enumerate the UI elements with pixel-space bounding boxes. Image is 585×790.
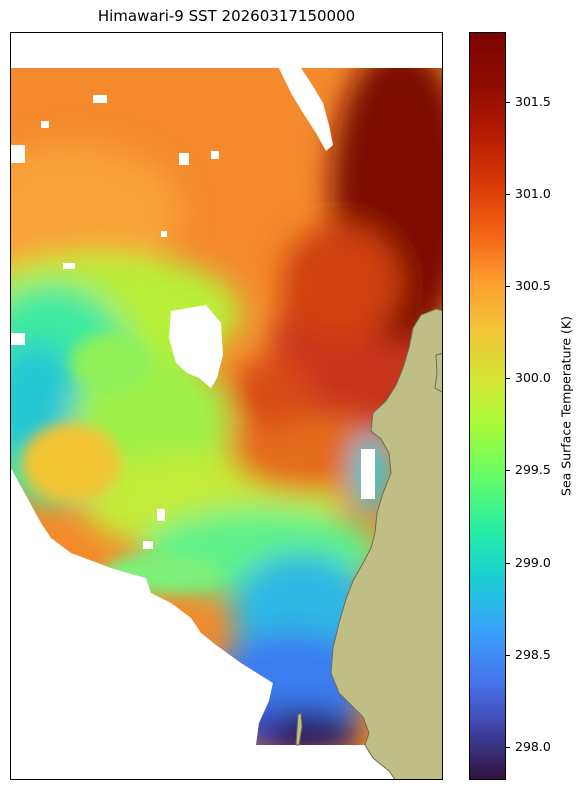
- colorbar-tick-label: 301.5: [515, 94, 551, 109]
- colorbar-tick-label: 299.0: [515, 554, 551, 570]
- sst-map: [10, 32, 443, 780]
- colorbar-tick-mark: [506, 286, 510, 288]
- land-mass: [330, 308, 442, 779]
- map-title: Himawari-9 SST 20260317150000: [97, 7, 356, 25]
- colorbar-tick-label: 299.5: [515, 462, 551, 478]
- colorbar-tick-mark: [506, 378, 510, 380]
- colorbar-tick-label: 301.0: [515, 186, 551, 202]
- colorbar-tick-mark: [506, 194, 510, 196]
- sst-field: [11, 68, 442, 745]
- missing-data-patches: [11, 68, 375, 549]
- colorbar-tick-label: 300.0: [515, 370, 551, 386]
- colorbar-tick-mark: [506, 102, 510, 103]
- colorbar-tick-label: 298.0: [515, 738, 551, 754]
- colorbar-tick-label: 300.5: [515, 278, 551, 294]
- colorbar: [469, 32, 506, 780]
- colorbar-tick-mark: [506, 470, 510, 472]
- land-edge-right: [434, 352, 442, 393]
- colorbar-tick-label: 298.5: [515, 646, 551, 662]
- colorbar-gradient: [470, 33, 505, 779]
- colorbar-tick-mark: [506, 562, 510, 564]
- small-island: [295, 712, 303, 746]
- colorbar-tick-mark: [506, 654, 510, 656]
- sst-map-canvas: [11, 68, 442, 779]
- colorbar-tick-mark: [506, 746, 510, 748]
- colorbar-label: Sea Surface Temperature (K): [558, 316, 574, 496]
